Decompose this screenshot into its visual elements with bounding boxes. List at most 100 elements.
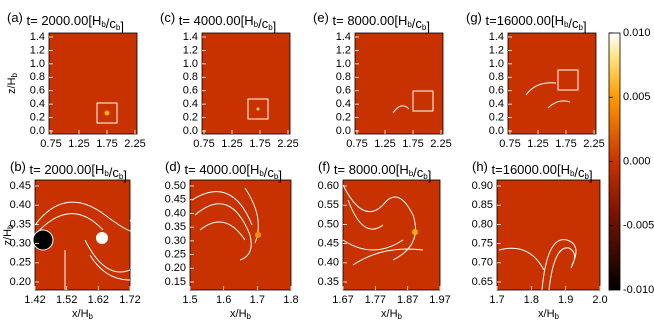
feature-outline bbox=[557, 69, 579, 91]
title-part: ] bbox=[426, 19, 430, 34]
feature-outline bbox=[104, 110, 110, 116]
x-tick-label: 1.75 bbox=[402, 138, 423, 150]
y-tick-label: 1.2 bbox=[489, 44, 504, 56]
title-part: ] bbox=[589, 168, 593, 183]
title-part: t=16000.00 bbox=[492, 162, 557, 177]
title-part: (g) bbox=[466, 10, 482, 25]
panel-title: (h) t=16000.00[Hb/cb] bbox=[472, 159, 593, 183]
y-tick-label: 0.45 bbox=[10, 180, 31, 192]
feature-outline bbox=[247, 98, 269, 120]
y-tick-label: 0.4 bbox=[336, 98, 351, 110]
colorbar-tick-label: 0.005 bbox=[623, 91, 651, 103]
y-tick-label: 0.50 bbox=[318, 218, 339, 230]
title-part: ] bbox=[428, 168, 432, 183]
title-part: /c bbox=[413, 165, 424, 180]
panel-title: (d) t= 4000.00[Hb/cb] bbox=[165, 159, 282, 183]
x-axis-label: x/Hb bbox=[381, 308, 403, 321]
panel-image bbox=[354, 32, 444, 135]
feature-outline bbox=[256, 107, 260, 111]
title-part: t=16000.00 bbox=[486, 13, 551, 28]
title-part: b bbox=[579, 23, 584, 32]
panel-image bbox=[507, 32, 597, 135]
y-tick-label: 1.0 bbox=[183, 58, 198, 70]
x-tick-label: 1.8 bbox=[524, 294, 539, 306]
axis-label-part: b bbox=[555, 312, 560, 321]
x-tick-label: 1.52 bbox=[56, 294, 77, 306]
title-part: b bbox=[274, 172, 279, 181]
x-tick-label: 1.7 bbox=[250, 294, 265, 306]
x-tick-label: 1.8 bbox=[283, 294, 298, 306]
colorbar-tick-label: 0.010 bbox=[623, 27, 651, 39]
x-tick-label: 1.9 bbox=[558, 294, 573, 306]
feature-outline bbox=[255, 232, 261, 238]
title-part: [H bbox=[246, 162, 259, 177]
x-tick-label: 1.62 bbox=[88, 294, 109, 306]
feature-outline bbox=[34, 201, 135, 290]
axis-label-part: b bbox=[10, 72, 19, 77]
y-tick-label: 1.4 bbox=[30, 31, 45, 43]
title-part: ] bbox=[123, 168, 127, 183]
y-tick-label: 0.30 bbox=[10, 238, 31, 250]
x-tick-label: 0.75 bbox=[346, 138, 367, 150]
axis-label-part: x/H bbox=[538, 308, 555, 320]
title-part: b bbox=[585, 172, 590, 181]
y-tick-label: 1.2 bbox=[30, 44, 45, 56]
y-tick-label: 0.8 bbox=[336, 71, 351, 83]
y-tick-label: 0.6 bbox=[336, 85, 351, 97]
title-part: b bbox=[570, 169, 575, 178]
title-part: (a) bbox=[7, 10, 23, 25]
feature-outline bbox=[191, 187, 259, 261]
title-part: t= 4000.00 bbox=[185, 162, 247, 177]
x-tick-label: 2.25 bbox=[430, 138, 451, 150]
title-part: ] bbox=[278, 168, 282, 183]
title-part: /c bbox=[264, 165, 275, 180]
x-tick-label: 2.25 bbox=[277, 138, 298, 150]
axis-label-part: b bbox=[6, 224, 15, 229]
y-tick-label: 0.35 bbox=[165, 221, 186, 233]
title-part: [H bbox=[551, 13, 564, 28]
x-tick-label: 0.75 bbox=[40, 138, 61, 150]
x-tick-label: 2.0 bbox=[592, 294, 607, 306]
y-tick-label: 0.40 bbox=[10, 199, 31, 211]
y-tick-label: 0.0 bbox=[336, 125, 351, 137]
title-part: [H bbox=[394, 13, 407, 28]
title-part: t= 8000.00 bbox=[333, 13, 395, 28]
y-tick-label: 0.40 bbox=[165, 207, 186, 219]
title-part: t= 4000.00 bbox=[179, 13, 241, 28]
title-part: b bbox=[268, 23, 273, 32]
x-tick-label: 1.75 bbox=[555, 138, 576, 150]
panel-image bbox=[342, 179, 441, 291]
title-part: [H bbox=[88, 13, 101, 28]
x-tick-label: 1.75 bbox=[96, 138, 117, 150]
title-part: b bbox=[409, 169, 414, 178]
title-part: (d) bbox=[165, 159, 181, 174]
title-part: b bbox=[104, 169, 109, 178]
y-tick-label: 0.60 bbox=[318, 180, 339, 192]
title-part: /c bbox=[574, 165, 585, 180]
y-tick-label: 1.0 bbox=[30, 58, 45, 70]
y-tick-label: 0.40 bbox=[318, 257, 339, 269]
feature-outline bbox=[412, 90, 434, 112]
x-tick-label: 1.72 bbox=[119, 294, 140, 306]
x-tick-label: 1.25 bbox=[68, 138, 89, 150]
title-part: b bbox=[423, 172, 428, 181]
panel-image bbox=[496, 179, 601, 291]
x-tick-label: 1.25 bbox=[527, 138, 548, 150]
y-tick-label: 1.2 bbox=[336, 44, 351, 56]
panel-image bbox=[189, 179, 292, 291]
x-tick-label: 1.25 bbox=[221, 138, 242, 150]
title-part: b bbox=[422, 23, 427, 32]
feature-outline bbox=[96, 232, 108, 244]
colorbar-tick-label: 0.000 bbox=[623, 155, 651, 167]
y-tick-label: 0.70 bbox=[472, 257, 493, 269]
x-tick-label: 1.25 bbox=[374, 138, 395, 150]
title-part: b bbox=[119, 172, 124, 181]
title-part: /c bbox=[568, 16, 579, 31]
panel-title: (a) t= 2000.00[Hb/cb] bbox=[7, 10, 124, 34]
y-tick-label: 0.4 bbox=[489, 98, 504, 110]
axis-label-part: x/H bbox=[381, 308, 398, 320]
y-tick-label: 0.2 bbox=[30, 111, 45, 123]
y-tick-label: 0.0 bbox=[30, 125, 45, 137]
y-tick-label: 0.6 bbox=[30, 85, 45, 97]
